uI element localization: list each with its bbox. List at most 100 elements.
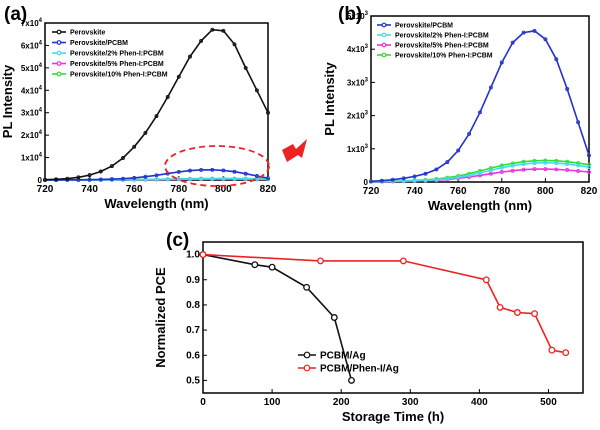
data-point: [423, 171, 428, 176]
y-tick-label: 4x104: [21, 85, 43, 95]
data-point: [510, 168, 515, 173]
data-point: [154, 177, 159, 182]
y-tick-label: 0.5: [186, 375, 200, 386]
right-arrow-icon: [282, 139, 307, 162]
y-tick-label: 5x104: [21, 63, 43, 73]
data-point: [565, 87, 570, 91]
legend: PCBM/Ag PCBM/Phen-I/Ag: [298, 350, 399, 374]
decorations: [164, 139, 307, 187]
data-point: [499, 60, 504, 65]
data-point: [268, 263, 276, 271]
x-tick-label: 100: [264, 397, 281, 408]
data-point: [143, 174, 148, 179]
data-point: [532, 28, 537, 33]
x-tick-label: 780: [493, 186, 510, 197]
legend-label: Perovskite/10% Phen-I:PCBM: [70, 71, 168, 78]
data-point: [199, 38, 204, 43]
series-line: [202, 253, 566, 354]
data-point: [399, 257, 407, 265]
data-point: [412, 178, 417, 183]
data-point: [221, 176, 226, 181]
legend-swatch-marker: [56, 61, 62, 66]
legend-swatch-marker: [303, 364, 311, 372]
data-point: [132, 144, 137, 149]
legend: Perovskite/PCBM Perovskite/2% Phen-I:PCBM…: [377, 22, 493, 59]
series-1: [43, 167, 270, 182]
data-point: [576, 120, 581, 125]
data-point: [165, 177, 170, 182]
legend-label: Perovskite/5% Phen-I:PCBM: [70, 61, 164, 68]
data-point: [543, 167, 548, 172]
legend-label: Perovskite/PCBM: [395, 22, 453, 29]
data-point: [109, 177, 114, 182]
y-tick-label: 6x104: [21, 40, 43, 50]
data-point: [499, 165, 504, 170]
data-point: [210, 176, 215, 181]
series-1: [369, 160, 591, 184]
data-point: [87, 177, 92, 182]
x-axis-label: Wavelength (nm): [428, 198, 532, 213]
legend-label: Perovskite/2% Phen-I:PCBM: [395, 32, 489, 39]
y-tick-label: 0.8: [186, 300, 200, 311]
legend-swatch-marker: [56, 50, 62, 56]
data-point: [54, 177, 59, 182]
data-point: [87, 173, 92, 178]
data-point: [543, 160, 548, 165]
data-point: [445, 176, 450, 181]
series-line: [370, 30, 590, 183]
data-point: [65, 176, 70, 181]
panel-label: (c): [166, 230, 189, 251]
y-tick-label: 2x103: [347, 111, 369, 121]
data-point: [369, 179, 373, 184]
plot-frame: [370, 15, 590, 183]
data-point: [188, 168, 192, 173]
x-tick-label: 740: [406, 186, 423, 197]
y-tick-label: 7x104: [21, 18, 43, 28]
panel-a: 720 740 760 780 800 820 0 1x104 2x104 3x104 4x104 5…: [0, 4, 277, 211]
data-point: [188, 176, 192, 181]
y-tick-label: 0.7: [186, 325, 200, 336]
dashed-ellipse-highlight: [164, 145, 270, 187]
data-point: [221, 168, 226, 173]
x-tick-label: 760: [126, 184, 143, 195]
series-0: [199, 251, 355, 384]
data-point: [532, 161, 537, 166]
data-point: [199, 251, 207, 259]
data-point: [478, 171, 482, 175]
data-point: [317, 257, 324, 265]
data-point: [513, 309, 521, 316]
x-tick-label: 760: [450, 186, 467, 197]
series-0: [43, 27, 270, 182]
data-point: [232, 176, 237, 181]
data-point: [456, 175, 461, 180]
data-point: [232, 42, 237, 47]
y-tick-label: 3x103: [347, 77, 369, 87]
series-line: [370, 161, 590, 183]
data-point: [445, 160, 450, 165]
legend-swatch-marker: [381, 52, 387, 58]
data-point: [232, 169, 237, 174]
legend-label: Perovskite/PCBM: [70, 40, 128, 47]
data-point: [199, 176, 204, 181]
x-tick-label: 720: [37, 184, 54, 195]
data-point: [434, 167, 439, 172]
data-point: [456, 148, 461, 153]
legend-swatch-marker: [56, 40, 62, 45]
y-axis-label: PL Intensity: [0, 64, 15, 138]
series-1: [199, 251, 570, 357]
legend-swatch-marker: [303, 351, 311, 359]
data-point: [303, 283, 311, 291]
data-point: [154, 114, 159, 119]
series-line: [44, 168, 269, 181]
data-point: [510, 40, 515, 45]
data-point: [254, 174, 259, 178]
data-point: [330, 314, 338, 321]
legend-label: Perovskite: [70, 29, 106, 36]
plot-frame: [202, 241, 584, 394]
data-point: [423, 178, 428, 183]
y-tick-label: 1x103: [347, 144, 369, 154]
data-point: [467, 173, 472, 178]
data-point: [554, 167, 559, 172]
data-point: [565, 162, 570, 167]
